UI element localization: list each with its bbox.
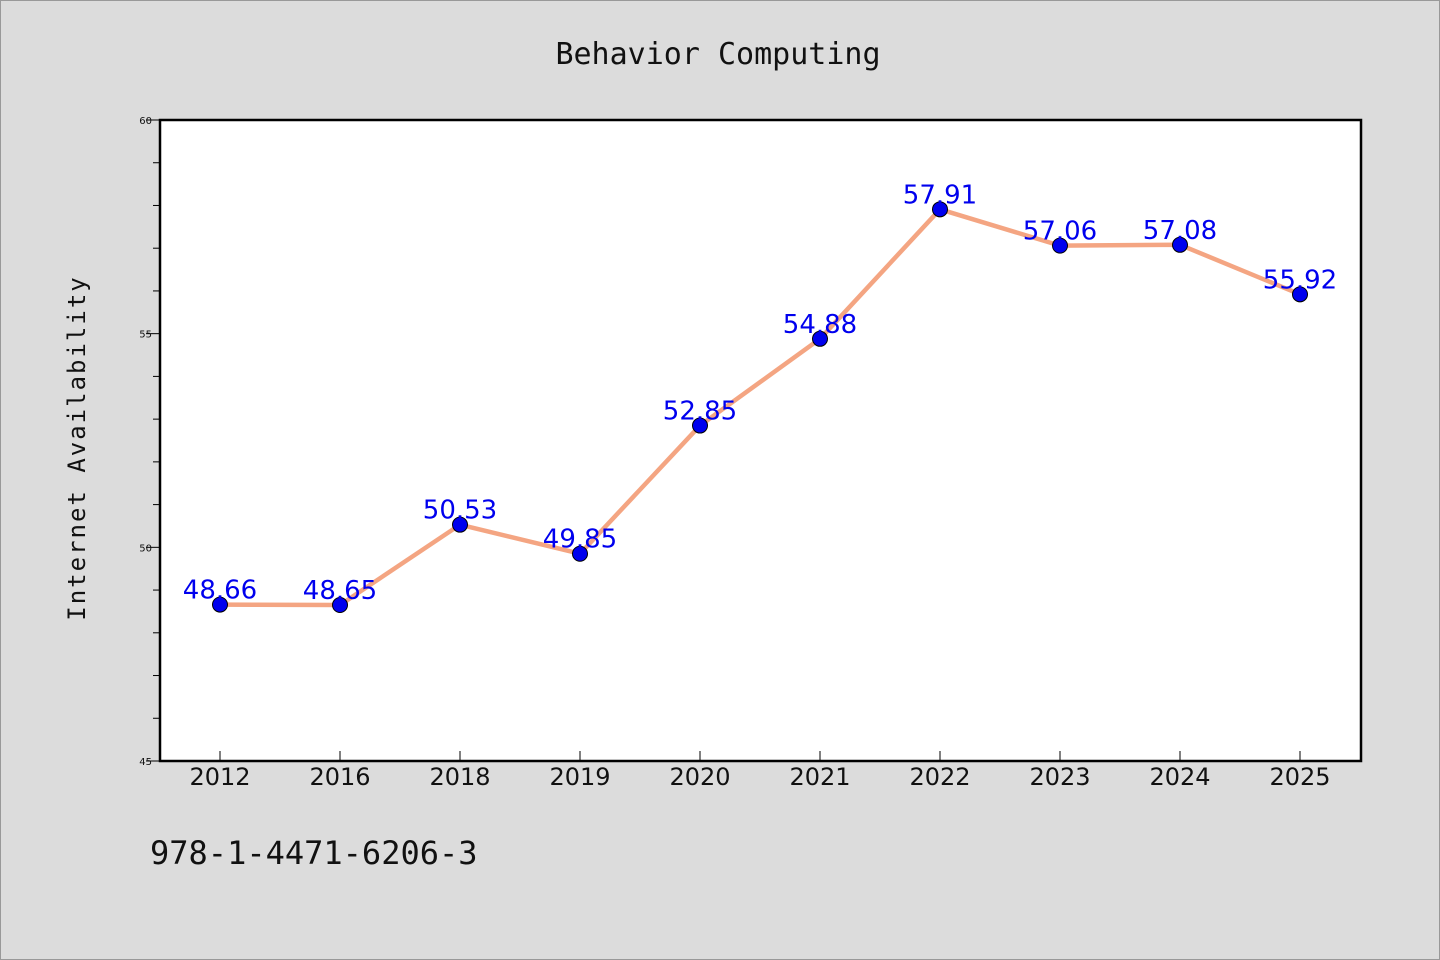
data-label: 57.08 bbox=[1143, 216, 1217, 246]
data-label: 52.85 bbox=[663, 397, 737, 427]
data-point bbox=[212, 596, 228, 613]
data-point bbox=[812, 330, 828, 347]
y-tick-label: 55 bbox=[139, 330, 152, 341]
x-tick-label: 2018 bbox=[429, 763, 490, 791]
data-label: 57.91 bbox=[903, 180, 977, 210]
data-label: 48.66 bbox=[183, 576, 257, 606]
chart-title: Behavior Computing bbox=[555, 37, 880, 72]
data-point bbox=[1052, 237, 1068, 254]
data-label: 54.88 bbox=[783, 310, 857, 340]
data-point bbox=[572, 545, 588, 562]
x-tick-label: 2024 bbox=[1149, 763, 1210, 791]
x-tick-label: 2022 bbox=[909, 763, 970, 791]
series-layer bbox=[212, 201, 1308, 614]
series-line bbox=[217, 207, 1303, 608]
x-tick-label: 2021 bbox=[789, 763, 850, 791]
x-tick-label: 2023 bbox=[1029, 763, 1090, 791]
data-labels: 48.66 48.65 50.53 49.85 52.85 54.88 57.91 57.06… bbox=[183, 180, 1337, 606]
data-point bbox=[932, 201, 948, 218]
y-axis-label: Internet Availability bbox=[63, 275, 91, 620]
x-tick-label: 2025 bbox=[1269, 763, 1330, 791]
footer-isbn: 978-1-4471-6206-3 bbox=[150, 834, 478, 872]
y-tick-label: 50 bbox=[139, 543, 152, 554]
data-label: 49.85 bbox=[543, 525, 617, 555]
data-label: 50.53 bbox=[423, 496, 497, 526]
y-tick-label: 60 bbox=[139, 116, 152, 127]
x-axis-ticks: 2012 2016 2018 2019 2020 2021 2022 2023 2024 2025 bbox=[189, 751, 1331, 791]
data-label: 48.65 bbox=[303, 576, 377, 606]
plot-frame bbox=[158, 118, 1363, 763]
data-point bbox=[452, 516, 468, 533]
y-tick-label: 45 bbox=[139, 757, 152, 768]
x-tick-label: 2012 bbox=[189, 763, 250, 791]
data-label: 55.92 bbox=[1263, 265, 1337, 295]
x-tick-label: 2016 bbox=[309, 763, 370, 791]
plot-area bbox=[160, 120, 1361, 761]
data-point bbox=[1292, 286, 1308, 303]
data-point bbox=[332, 597, 348, 614]
data-point bbox=[1172, 236, 1188, 253]
x-tick-label: 2020 bbox=[669, 763, 730, 791]
data-point bbox=[692, 417, 708, 434]
x-tick-label: 2019 bbox=[549, 763, 610, 791]
data-label: 57.06 bbox=[1023, 217, 1097, 247]
